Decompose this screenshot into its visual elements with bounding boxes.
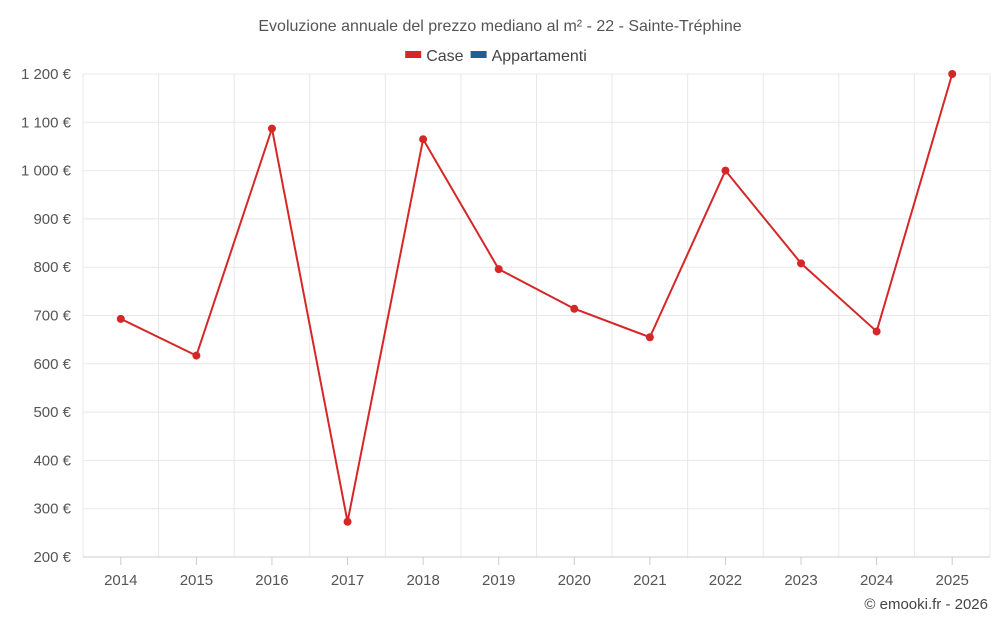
grid [82, 73, 991, 558]
y-axis: 200 € 300 € 400 € 500 € 600 € 700 € 800 € 900 €… [21, 66, 72, 566]
data-point-case-2017[interactable] [343, 517, 352, 526]
credit-text: © emooki.fr - 2026 [864, 596, 988, 613]
y-tick-label: 900 € [33, 211, 71, 228]
y-tick-label: 1 100 € [21, 114, 72, 131]
y-tick-label: 1 200 € [21, 66, 72, 83]
data-point-case-2024[interactable] [872, 327, 881, 336]
data-point-case-2025[interactable] [948, 70, 957, 78]
x-tick-label: 2023 [784, 572, 817, 589]
x-tick-label: 2014 [104, 572, 137, 589]
legend-label-case[interactable]: Case [426, 48, 463, 65]
x-tick-label: 2017 [331, 572, 364, 589]
x-tick-label: 2025 [936, 572, 969, 589]
data-point-case-2014[interactable] [116, 314, 125, 323]
x-tick-label: 2019 [482, 572, 515, 589]
data-point-case-2018[interactable] [419, 135, 428, 144]
y-tick-label: 500 € [33, 404, 71, 421]
legend: Case Appartamenti [405, 48, 587, 65]
y-tick-label: 700 € [33, 308, 71, 325]
x-tick-label: 2020 [558, 572, 591, 589]
series-line-case [120, 73, 954, 523]
legend-swatch-case[interactable] [405, 51, 422, 58]
y-tick-label: 200 € [33, 549, 71, 566]
data-point-case-2020[interactable] [570, 304, 579, 313]
x-tick-label: 2015 [180, 572, 213, 589]
chart-title: Evoluzione annuale del prezzo mediano al… [258, 18, 741, 35]
y-tick-label: 400 € [33, 452, 71, 469]
data-point-case-2019[interactable] [494, 265, 503, 274]
data-point-case-2015[interactable] [192, 351, 201, 360]
data-point-case-2021[interactable] [645, 333, 654, 342]
data-point-case-2016[interactable] [267, 124, 276, 133]
x-tick-label: 2016 [255, 572, 288, 589]
y-tick-label: 1 000 € [21, 163, 72, 180]
y-tick-label: 300 € [33, 501, 71, 518]
x-tick-label: 2018 [406, 572, 439, 589]
legend-swatch-appartamenti[interactable] [470, 51, 487, 58]
x-tick-label: 2021 [633, 572, 666, 589]
series-layer [116, 70, 957, 526]
y-tick-label: 600 € [33, 356, 71, 373]
x-tick-label: 2024 [860, 572, 893, 589]
data-point-case-2023[interactable] [797, 259, 806, 268]
y-tick-label: 800 € [33, 259, 71, 276]
x-tick-label: 2022 [709, 572, 742, 589]
data-point-case-2022[interactable] [721, 166, 730, 175]
x-axis: 2014 2015 2016 2017 2018 2019 2020 2021 2022 2023… [83, 556, 990, 589]
legend-label-appartamenti[interactable]: Appartamenti [492, 48, 587, 65]
